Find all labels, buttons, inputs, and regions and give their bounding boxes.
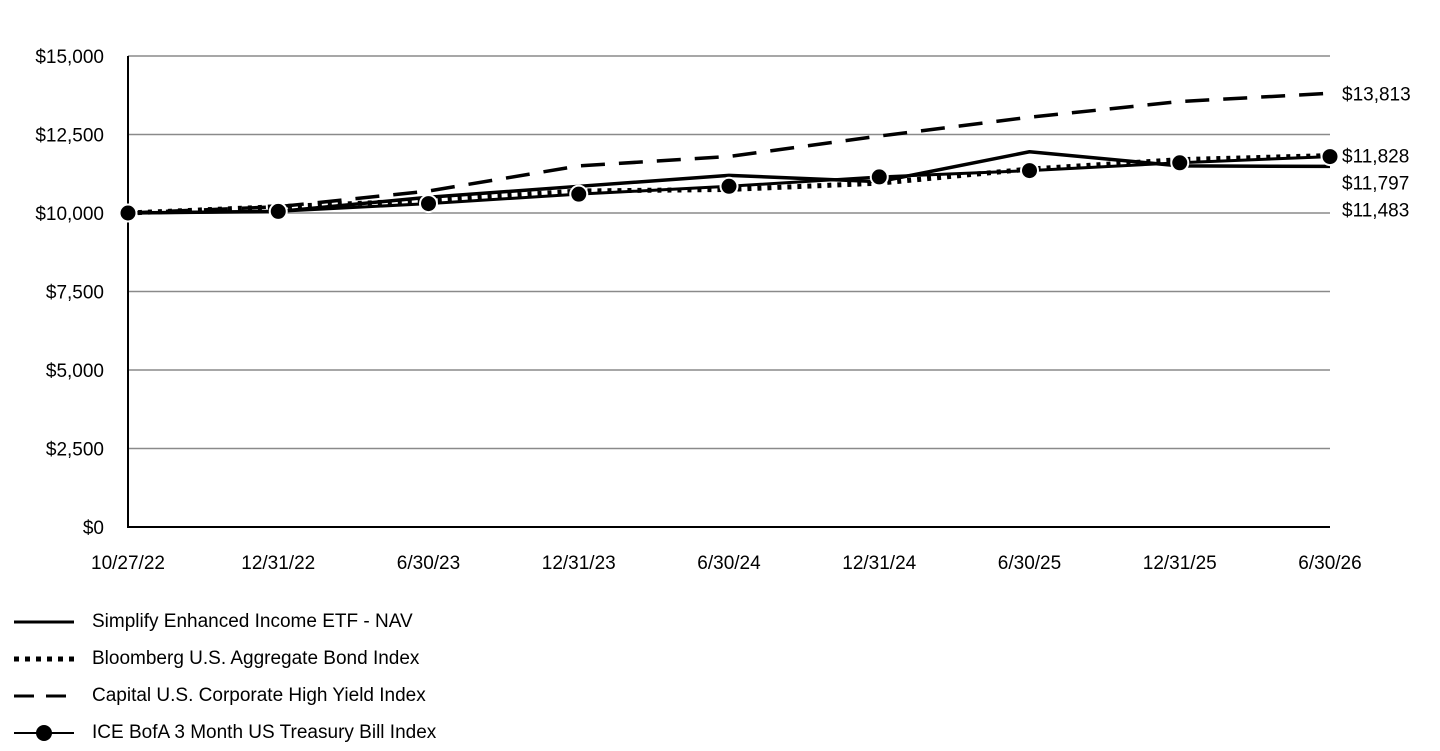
legend: Simplify Enhanced Income ETF - NAV Bloom… (14, 603, 436, 751)
legend-swatch-solid (14, 620, 74, 623)
legend-swatch-dotted (14, 656, 74, 661)
data-point-marker (569, 184, 589, 204)
x-tick-label: 6/30/26 (1298, 553, 1361, 574)
x-axis-ticks: 10/27/22 12/31/22 6/30/23 12/31/23 6/30/24 12… (91, 553, 1362, 574)
x-tick-label: 12/31/22 (241, 553, 315, 574)
axes (127, 56, 1330, 528)
x-tick-label: 6/30/25 (998, 553, 1061, 574)
growth-line-chart: $0 $2,500 $5,000 $7,500 $10,000 $12,500 $15,00… (35, 47, 1411, 574)
data-point-marker (1320, 147, 1340, 167)
y-tick-label: $12,500 (35, 126, 104, 147)
x-tick-label: 12/31/25 (1143, 553, 1217, 574)
y-tick-label: $7,500 (46, 283, 104, 304)
data-point-marker (869, 167, 889, 187)
y-tick-label: $15,000 (35, 47, 104, 68)
series-line-dashed (127, 91, 1331, 215)
data-point-marker (118, 203, 138, 223)
legend-swatch-marker (14, 724, 74, 741)
y-tick-label: $10,000 (35, 204, 104, 225)
end-value-label: $11,797 (1342, 174, 1409, 195)
data-point-marker (719, 176, 739, 196)
legend-item: ICE BofA 3 Month US Treasury Bill Index (14, 714, 436, 751)
grid-lines (128, 55, 1330, 450)
legend-swatch-dashed (14, 694, 74, 697)
legend-item: Capital U.S. Corporate High Yield Index (14, 677, 436, 714)
x-tick-label: 12/31/23 (542, 553, 616, 574)
end-labels: $13,813 $11,828 $11,797 $11,483 (1342, 84, 1411, 221)
legend-label: Capital U.S. Corporate High Yield Index (92, 684, 426, 706)
legend-label: Bloomberg U.S. Aggregate Bond Index (92, 647, 420, 669)
legend-label: ICE BofA 3 Month US Treasury Bill Index (92, 721, 437, 743)
series-line-solid (127, 150, 1331, 215)
x-tick-label: 6/30/24 (697, 553, 761, 574)
data-point-marker (1020, 161, 1039, 181)
x-tick-label: 10/27/22 (91, 553, 165, 574)
end-value-label: $11,483 (1342, 201, 1409, 222)
data-point-marker (1170, 153, 1190, 173)
end-value-label: $11,828 (1342, 147, 1409, 168)
y-tick-label: $2,500 (46, 440, 104, 461)
data-point-marker (419, 194, 438, 214)
x-tick-label: 12/31/24 (842, 553, 916, 574)
y-tick-label: $0 (83, 518, 104, 539)
series-markers (118, 147, 1340, 223)
legend-label: Simplify Enhanced Income ETF - NAV (92, 610, 413, 632)
x-tick-label: 6/30/23 (397, 553, 460, 574)
legend-item: Bloomberg U.S. Aggregate Bond Index (14, 640, 436, 677)
y-tick-label: $5,000 (46, 361, 104, 382)
data-point-marker (268, 201, 288, 221)
legend-item: Simplify Enhanced Income ETF - NAV (14, 603, 436, 640)
end-value-label: $13,813 (1342, 84, 1411, 105)
y-axis-ticks: $0 $2,500 $5,000 $7,500 $10,000 $12,500 $15,00… (35, 47, 104, 539)
